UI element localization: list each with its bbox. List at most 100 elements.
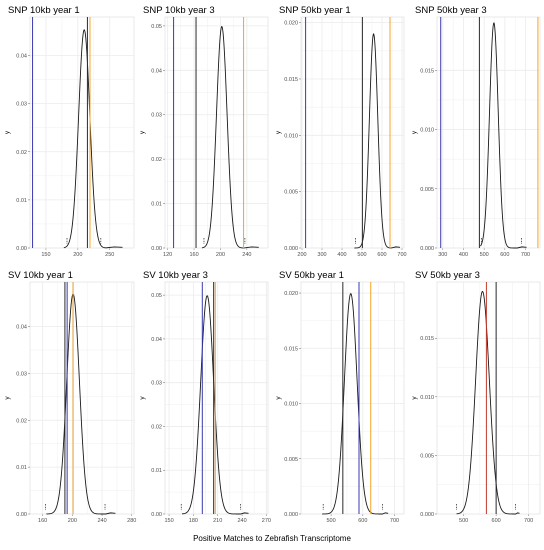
x-tick-label: 300 xyxy=(317,252,326,258)
x-tick-label: 700 xyxy=(390,518,399,524)
y-tick-label: 0.04 xyxy=(16,325,27,331)
panel-title: SV 50kb year 3 xyxy=(415,270,480,281)
y-axis-label: y xyxy=(4,130,11,134)
y-tick-label: 0.01 xyxy=(151,468,162,474)
panel-background xyxy=(300,281,405,515)
panel-title: SV 10kb year 3 xyxy=(143,270,208,281)
panel-title: SNP 10kb year 1 xyxy=(8,5,80,16)
y-axis-label: y xyxy=(139,130,146,134)
density-curve xyxy=(480,22,527,249)
y-tick-label: 0.020 xyxy=(284,291,298,297)
y-tick-label: 0.000 xyxy=(420,246,434,252)
x-tick-label: 300 xyxy=(438,252,447,258)
x-tick-label: 280 xyxy=(127,518,136,524)
y-tick-label: 0.015 xyxy=(284,77,298,83)
panel-title: SNP 10kb year 3 xyxy=(143,5,215,16)
panels: 150 200 250 0.00 0.01 0.02 0.03 0.04 SNP 10kb ye… xyxy=(4,5,541,524)
panel-background xyxy=(436,281,541,515)
y-tick-label: 0.02 xyxy=(16,150,27,156)
y-tick-label: 0.010 xyxy=(420,128,434,134)
y-tick-label: 0.02 xyxy=(151,424,162,430)
x-tick-label: 160 xyxy=(189,252,198,258)
y-tick-label: 0.03 xyxy=(151,381,162,387)
y-tick-label: 0.015 xyxy=(420,68,434,74)
density-curve xyxy=(201,25,259,249)
y-tick-label: 0.03 xyxy=(151,113,162,119)
y-tick-label: 0.01 xyxy=(16,465,27,471)
x-tick-label: 400 xyxy=(337,252,346,258)
x-tick-label: 240 xyxy=(242,252,251,258)
y-tick-label: 0.04 xyxy=(151,337,162,343)
x-tick-label: 180 xyxy=(189,518,198,524)
y-axis-label: y xyxy=(139,396,146,400)
x-tick-label: 150 xyxy=(41,252,50,258)
y-tick-label: 0.05 xyxy=(151,293,162,299)
x-tick-label: 700 xyxy=(524,518,533,524)
x-tick-label: 150 xyxy=(164,518,173,524)
x-tick-label: 160 xyxy=(38,518,47,524)
panel-6: 150 180 210 240 270 0.00 0.01 0.02 0.03 0.04 0.05 S… xyxy=(139,270,271,524)
y-axis-label: y xyxy=(411,130,418,134)
x-tick-label: 600 xyxy=(492,518,501,524)
density-curve xyxy=(181,295,249,515)
panel-title: SV 50kb year 1 xyxy=(279,270,344,281)
y-tick-label: 0.01 xyxy=(151,202,162,208)
x-tick-label: 200 xyxy=(297,252,306,258)
panel-3: 200 300 400 500 600 700 0.000 0.005 0.010 0.015 0.… xyxy=(275,5,407,258)
x-tick-label: 400 xyxy=(459,252,468,258)
panel-title: SNP 50kb year 1 xyxy=(279,5,351,16)
density-curve xyxy=(46,293,116,515)
x-tick-label: 500 xyxy=(459,518,468,524)
y-tick-label: 0.01 xyxy=(16,198,27,204)
x-tick-label: 210 xyxy=(213,518,222,524)
panel-background xyxy=(164,281,269,515)
x-tick-label: 250 xyxy=(105,252,114,258)
panel-5: 160 200 240 280 0.00 0.01 0.02 0.03 0.04 SV 10kb … xyxy=(4,270,136,524)
density-curve xyxy=(63,29,123,249)
x-tick-label: 120 xyxy=(163,252,172,258)
y-tick-label: 0.00 xyxy=(151,246,162,252)
y-tick-label: 0.015 xyxy=(284,346,298,352)
x-tick-label: 200 xyxy=(68,518,77,524)
y-tick-label: 0.005 xyxy=(420,187,434,193)
y-tick-label: 0.020 xyxy=(284,21,298,27)
y-tick-label: 0.000 xyxy=(284,246,298,252)
x-tick-label: 700 xyxy=(397,252,406,258)
y-tick-label: 0.000 xyxy=(284,512,298,518)
x-tick-label: 600 xyxy=(358,518,367,524)
y-tick-label: 0.00 xyxy=(151,512,162,518)
y-tick-label: 0.010 xyxy=(284,402,298,408)
y-axis-label: y xyxy=(4,396,11,400)
y-axis-label: y xyxy=(275,396,282,400)
density-curve xyxy=(322,292,389,515)
x-tick-label: 270 xyxy=(262,518,271,524)
y-tick-label: 0.02 xyxy=(16,418,27,424)
x-tick-label: 500 xyxy=(357,252,366,258)
panel-2: 120 160 200 240 0.00 0.01 0.02 0.03 0.04 0.05 SNP … xyxy=(139,5,269,258)
y-tick-label: 0.05 xyxy=(151,24,162,30)
y-tick-label: 0.000 xyxy=(420,512,434,518)
y-tick-label: 0.010 xyxy=(420,395,434,401)
y-tick-label: 0.010 xyxy=(284,133,298,139)
y-tick-label: 0.00 xyxy=(16,246,27,252)
y-axis-label: y xyxy=(411,396,418,400)
y-tick-label: 0.03 xyxy=(16,371,27,377)
y-tick-label: 0.005 xyxy=(420,453,434,459)
panel-1: 150 200 250 0.00 0.01 0.02 0.03 0.04 SNP 10kb ye… xyxy=(4,5,135,258)
density-curve xyxy=(354,33,401,249)
panel-4: 300 400 500 600 700 0.000 0.005 0.010 0.015 SNP 5… xyxy=(411,5,541,258)
y-tick-label: 0.04 xyxy=(151,68,162,74)
x-tick-label: 240 xyxy=(237,518,246,524)
x-tick-label: 200 xyxy=(216,252,225,258)
x-tick-label: 700 xyxy=(521,252,530,258)
x-tick-label: 600 xyxy=(500,252,509,258)
panel-background xyxy=(300,16,405,249)
x-tick-label: 200 xyxy=(73,252,82,258)
y-axis-label: y xyxy=(275,130,282,134)
y-tick-label: 0.015 xyxy=(420,336,434,342)
panel-background xyxy=(164,16,269,249)
y-tick-label: 0.02 xyxy=(151,157,162,163)
y-tick-label: 0.03 xyxy=(16,102,27,108)
panel-background xyxy=(29,281,135,515)
